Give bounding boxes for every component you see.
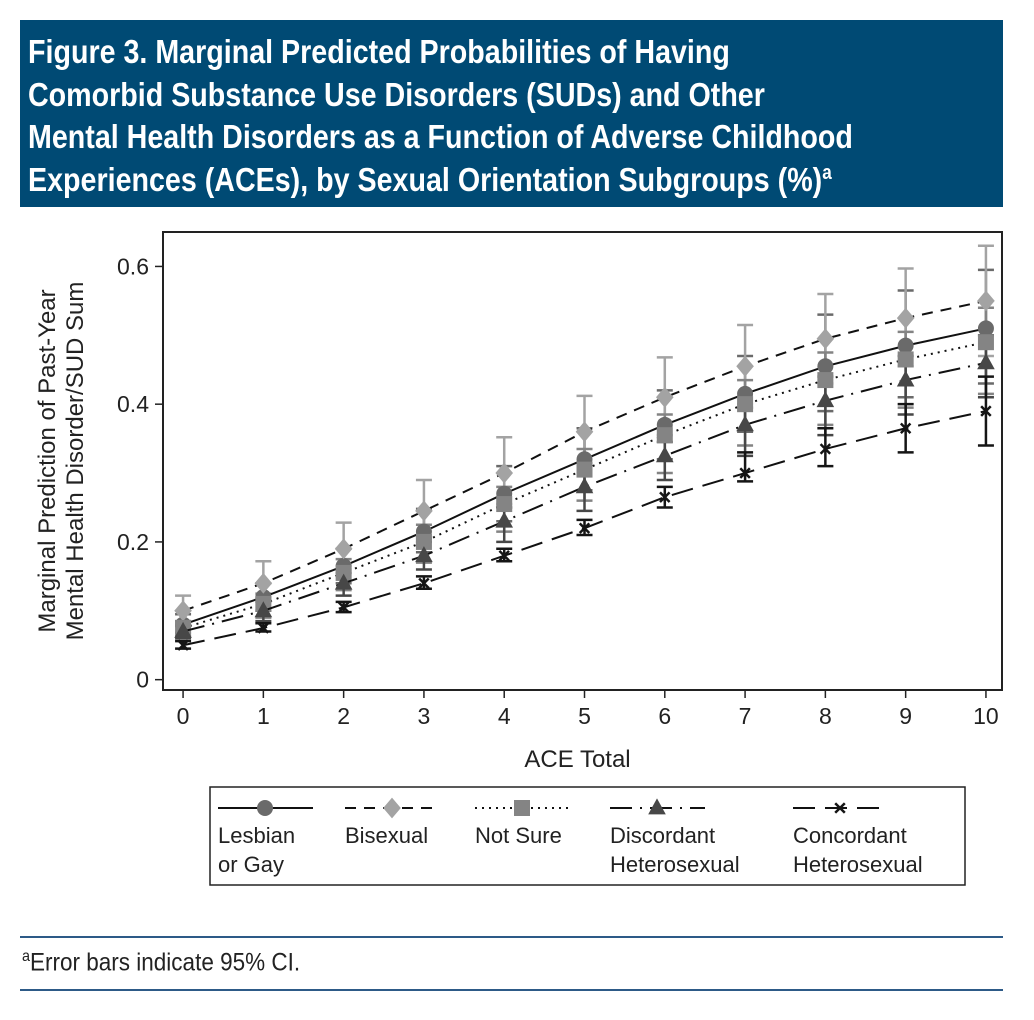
data-point-bisexual (896, 307, 915, 329)
footnote-marker: a (22, 948, 31, 965)
data-point-discordant-heterosexual (495, 511, 514, 528)
title-line-text: Experiences (ACEs), by Sexual Orientatio… (28, 161, 823, 199)
data-point-discordant-heterosexual (575, 477, 594, 494)
data-point-not-sure (496, 496, 513, 513)
legend-label-lesbian-or-gay: or Gay (218, 852, 284, 877)
data-point-not-sure (737, 396, 754, 413)
title-superscript: a (822, 161, 832, 184)
data-point-concordant-heterosexual (498, 550, 510, 562)
error-bar-concordant-heterosexual (737, 451, 754, 483)
data-point-concordant-heterosexual (257, 622, 270, 634)
series-line-not-sure (182, 341, 987, 629)
x-tick-label: 7 (739, 703, 752, 729)
x-tick-label: 3 (418, 703, 431, 729)
legend-label-concordant-heterosexual: Concordant (793, 823, 907, 848)
data-point-discordant-heterosexual (896, 370, 915, 387)
data-point-concordant-heterosexual (177, 639, 189, 651)
legend-label-bisexual: Bisexual (345, 823, 428, 848)
data-point-bisexual (655, 386, 674, 408)
data-point-discordant-heterosexual (174, 621, 192, 638)
data-point-bisexual (977, 290, 995, 312)
data-point-not-sure (977, 334, 994, 351)
y-tick-label: 0.2 (117, 529, 149, 555)
x-tick-label: 0 (177, 703, 190, 729)
legend-marker-bisexual (383, 797, 401, 819)
data-point-discordant-heterosexual (736, 415, 754, 432)
x-tick-label: 10 (973, 703, 999, 729)
y-tick-label: 0.4 (117, 391, 149, 417)
data-point-discordant-heterosexual (816, 391, 835, 408)
footnote-text: Error bars indicate 95% CI. (30, 948, 301, 977)
data-point-concordant-heterosexual (337, 601, 350, 614)
data-point-not-sure (335, 564, 352, 581)
data-point-bisexual (816, 328, 835, 350)
x-axis-label: ACE Total (524, 746, 630, 773)
legend-marker-concordant-heterosexual (834, 802, 846, 814)
data-point-bisexual (254, 572, 273, 594)
data-point-not-sure (415, 533, 432, 550)
data-point-concordant-heterosexual (819, 443, 832, 455)
data-point-bisexual (174, 600, 192, 622)
legend (209, 786, 966, 886)
data-point-lesbian-or-gay (977, 320, 994, 337)
data-point-concordant-heterosexual (899, 422, 912, 434)
x-tick-label: 1 (257, 703, 270, 729)
data-point-bisexual (495, 462, 514, 484)
x-tick-label: 4 (498, 703, 511, 729)
data-point-concordant-heterosexual (739, 467, 751, 479)
data-point-not-sure (817, 372, 834, 389)
data-point-lesbian-or-gay (897, 337, 914, 354)
legend-marker-lesbian-or-gay (257, 800, 273, 816)
data-point-discordant-heterosexual (254, 601, 273, 618)
y-axis-label: Marginal Prediction of Past-Year (34, 289, 61, 632)
y-tick-label: 0.6 (117, 253, 149, 279)
x-tick-label: 5 (578, 703, 591, 729)
legend-label-not-sure: Not Sure (475, 823, 562, 848)
data-point-discordant-heterosexual (334, 573, 353, 590)
title-banner: Figure 3. Marginal Predicted Probabiliti… (20, 20, 1003, 207)
data-point-concordant-heterosexual (418, 577, 430, 589)
title-line: Experiences (ACEs), by Sexual Orientatio… (28, 160, 1003, 203)
legend-marker-not-sure (514, 800, 530, 816)
data-point-not-sure (576, 461, 593, 478)
footnote-rule-bottom (20, 989, 1003, 991)
y-axis-label: Mental Health Disorder/SUD Sum (62, 282, 89, 641)
x-tick-label: 6 (658, 703, 671, 729)
plot-frame (162, 231, 1003, 691)
figure-title: Figure 3. Marginal Predicted Probabiliti… (28, 32, 1003, 202)
footnote-rule-top (20, 936, 1003, 938)
title-line: Comorbid Substance Use Disorders (SUDs) … (28, 76, 765, 114)
data-point-not-sure (897, 351, 914, 368)
data-point-bisexual (736, 355, 754, 377)
data-point-bisexual (415, 500, 433, 522)
legend-label-discordant-heterosexual: Discordant (610, 823, 715, 848)
series-line-discordant-heterosexual (182, 361, 987, 633)
data-point-bisexual (575, 421, 594, 443)
footnote: aError bars indicate 95% CI. (22, 948, 300, 977)
legend-marker-discordant-heterosexual (648, 798, 666, 815)
title-line: Mental Health Disorders as a Function of… (28, 119, 853, 156)
title-line: Figure 3. Marginal Predicted Probabiliti… (28, 34, 730, 71)
data-point-not-sure (656, 427, 673, 444)
legend-label-discordant-heterosexual: Heterosexual (610, 852, 740, 877)
data-point-bisexual (334, 538, 353, 560)
data-point-concordant-heterosexual (578, 522, 591, 534)
data-point-discordant-heterosexual (655, 446, 674, 463)
data-point-lesbian-or-gay (817, 358, 834, 375)
x-tick-label: 2 (337, 703, 350, 729)
data-point-concordant-heterosexual (980, 405, 992, 417)
x-tick-label: 9 (899, 703, 912, 729)
x-tick-label: 8 (819, 703, 832, 729)
data-point-concordant-heterosexual (659, 491, 671, 503)
data-point-discordant-heterosexual (977, 353, 995, 370)
legend-label-concordant-heterosexual: Heterosexual (793, 852, 923, 877)
y-tick-label: 0 (136, 667, 149, 693)
data-point-discordant-heterosexual (415, 546, 433, 563)
legend-label-lesbian-or-gay: Lesbian (218, 823, 295, 848)
